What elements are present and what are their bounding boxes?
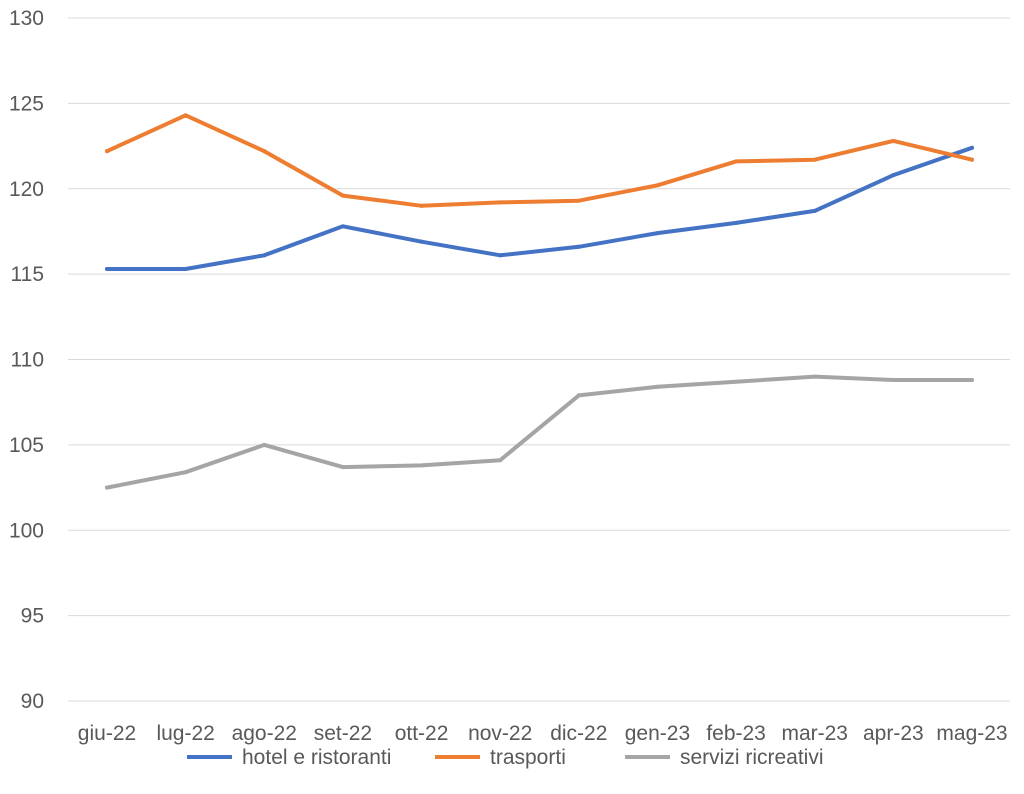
y-tick-label: 110 bbox=[11, 349, 44, 372]
y-tick-label: 105 bbox=[9, 434, 44, 457]
data-point bbox=[498, 200, 503, 205]
legend-label: trasporti bbox=[490, 746, 566, 769]
data-point bbox=[262, 149, 267, 154]
y-axis-ticks: 90 95 100 105 110 115 120 125 130 bbox=[9, 7, 44, 713]
data-point bbox=[812, 374, 817, 379]
data-point bbox=[891, 377, 896, 382]
data-point bbox=[498, 458, 503, 463]
data-point bbox=[734, 379, 739, 384]
x-tick-label: apr-23 bbox=[863, 722, 924, 745]
data-point bbox=[105, 149, 109, 154]
x-tick-label: giu-22 bbox=[78, 722, 136, 745]
data-point bbox=[340, 224, 345, 229]
series-lines bbox=[105, 113, 974, 490]
data-point bbox=[183, 113, 188, 118]
x-tick-label: nov-22 bbox=[468, 722, 532, 745]
data-point bbox=[655, 231, 660, 236]
data-point bbox=[419, 203, 424, 208]
data-point bbox=[891, 173, 896, 178]
data-point bbox=[655, 183, 660, 188]
data-point bbox=[183, 470, 188, 475]
data-point bbox=[576, 393, 581, 398]
data-point bbox=[419, 239, 424, 244]
x-tick-label: lug-22 bbox=[156, 722, 214, 745]
y-tick-label: 125 bbox=[9, 92, 44, 115]
x-tick-label: feb-23 bbox=[706, 722, 766, 745]
y-tick-label: 115 bbox=[11, 263, 44, 286]
data-point bbox=[734, 159, 739, 164]
data-point bbox=[576, 198, 581, 203]
y-tick-label: 95 bbox=[21, 605, 44, 628]
x-tick-label: gen-23 bbox=[625, 722, 690, 745]
x-tick-label: ott-22 bbox=[395, 722, 449, 745]
gridlines bbox=[68, 17, 1010, 702]
y-tick-label: 100 bbox=[9, 519, 44, 542]
legend-label: servizi ricreativi bbox=[680, 746, 824, 769]
data-point bbox=[812, 157, 817, 162]
series-line-1 bbox=[105, 113, 974, 208]
x-tick-label: ago-22 bbox=[232, 722, 297, 745]
data-point bbox=[262, 253, 267, 258]
y-tick-label: 120 bbox=[9, 178, 44, 201]
x-tick-label: dic-22 bbox=[550, 722, 607, 745]
x-axis-ticks: giu-22 lug-22 ago-22 set-22 ott-22 nov-22 dic-… bbox=[78, 722, 1008, 745]
y-tick-label: 130 bbox=[9, 7, 44, 30]
data-point bbox=[734, 220, 739, 225]
data-point bbox=[498, 253, 503, 258]
data-point bbox=[576, 244, 581, 249]
legend-label: hotel e ristoranti bbox=[242, 746, 391, 769]
x-tick-label: mag-23 bbox=[936, 722, 1007, 745]
data-point bbox=[655, 384, 660, 389]
series-line-2 bbox=[105, 374, 974, 490]
data-point bbox=[970, 377, 974, 382]
legend: hotel e ristoranti trasporti servizi ricre… bbox=[187, 746, 824, 769]
data-point bbox=[105, 485, 109, 490]
series-line-0 bbox=[105, 145, 974, 271]
data-point bbox=[970, 145, 974, 150]
data-point bbox=[340, 193, 345, 198]
x-tick-label: mar-23 bbox=[781, 722, 848, 745]
data-point bbox=[419, 463, 424, 468]
data-point bbox=[970, 157, 974, 162]
y-tick-label: 90 bbox=[21, 690, 44, 713]
data-point bbox=[262, 442, 267, 447]
data-point bbox=[183, 267, 188, 272]
data-point bbox=[812, 208, 817, 213]
x-tick-label: set-22 bbox=[314, 722, 372, 745]
data-point bbox=[340, 465, 345, 470]
data-point bbox=[105, 267, 109, 272]
data-point bbox=[891, 138, 896, 143]
